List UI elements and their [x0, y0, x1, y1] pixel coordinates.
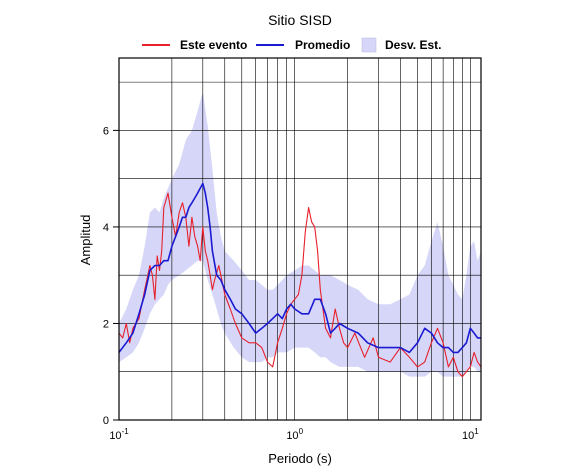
x-tick-label-2: 101: [462, 427, 479, 442]
legend-label-desv-est: Desv. Est.: [385, 38, 441, 52]
plot-area: [118, 58, 482, 420]
y-tick-label-2: 4: [103, 222, 109, 234]
y-axis-label: Amplitud: [78, 215, 93, 266]
series-line-este-evento: [118, 192, 482, 378]
legend-label-este-evento: Este evento: [180, 38, 247, 52]
axes: 0 2 4 6 10-1 100 101: [103, 57, 482, 442]
chart-title: Sitio SISD: [268, 12, 332, 28]
legend-label-promedio: Promedio: [295, 38, 350, 52]
x-axis-label: Periodo (s): [268, 451, 332, 466]
std-dev-band: [119, 91, 481, 377]
y-tick-label-1: 2: [103, 318, 109, 330]
y-tick-label-0: 0: [103, 415, 109, 427]
x-tick-label-0: 10-1: [109, 427, 129, 442]
y-tick-label-3: 6: [103, 125, 109, 137]
plot-frame: [118, 57, 482, 421]
legend: Este evento Promedio Desv. Est.: [142, 37, 441, 53]
legend-swatch-desv-est: [361, 37, 377, 53]
series-line-promedio: [118, 182, 481, 354]
x-tick-label-1: 100: [286, 427, 303, 442]
